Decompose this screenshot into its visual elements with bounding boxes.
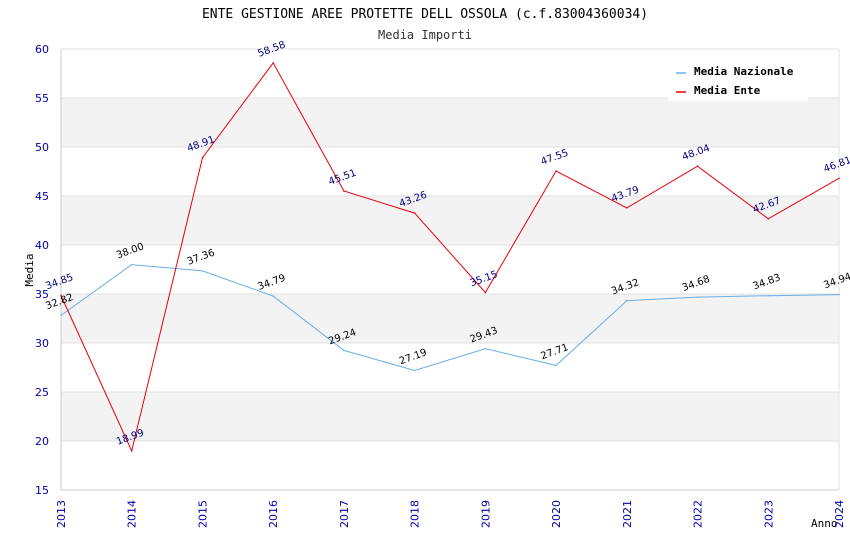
data-point-media-ente <box>696 165 699 168</box>
x-tick-label: 2015 <box>196 500 209 528</box>
plot-band <box>61 196 839 245</box>
data-point-media-ente <box>626 207 628 209</box>
data-point-media-ente <box>272 62 274 64</box>
y-tick-label: 30 <box>35 337 49 350</box>
x-tick-label: 2022 <box>692 500 705 528</box>
y-tick-label: 20 <box>35 435 49 448</box>
legend-label-media-nazionale: Media Nazionale <box>694 65 794 78</box>
data-point-media-ente <box>201 156 204 159</box>
legend-label-media-ente: Media Ente <box>694 84 761 97</box>
data-point-media-nazionale <box>696 296 699 298</box>
plot-bands <box>61 49 839 490</box>
data-point-media-ente <box>555 170 557 172</box>
data-point-media-nazionale <box>201 270 204 272</box>
series-line-media-ente <box>60 61 840 453</box>
grid-lines <box>61 48 839 491</box>
data-point-media-ente <box>484 291 487 294</box>
plot-band <box>61 343 839 392</box>
y-tick-label: 60 <box>35 43 49 56</box>
x-tick-label: 2021 <box>621 500 634 528</box>
data-point-media-nazionale <box>130 263 133 266</box>
chart-subtitle: Media Importi <box>378 28 472 42</box>
y-tick-label: 25 <box>35 386 49 399</box>
data-point-media-nazionale <box>838 293 840 296</box>
series-line-media-nazionale <box>60 264 840 372</box>
x-tick-label: 2024 <box>833 500 846 528</box>
y-tick-label: 40 <box>35 239 49 252</box>
x-tick-label: 2014 <box>126 500 139 528</box>
x-tick-label: 2016 <box>267 500 280 528</box>
data-point-media-nazionale <box>555 364 557 367</box>
x-tick-label: 2019 <box>479 500 492 528</box>
chart-title: ENTE GESTIONE AREE PROTETTE DELL OSSOLA … <box>202 7 648 22</box>
plot-band <box>61 392 839 441</box>
plot-band <box>61 98 839 147</box>
data-point-media-ente <box>413 212 416 214</box>
x-tick-label: 2017 <box>338 500 351 528</box>
data-point-media-ente <box>60 294 62 297</box>
data-point-media-ente <box>838 177 840 180</box>
data-point-media-nazionale <box>484 347 487 350</box>
y-tick-label: 55 <box>35 92 49 105</box>
legend-background <box>668 60 808 101</box>
data-point-media-ente <box>767 218 770 220</box>
y-tick-label: 15 <box>35 484 49 497</box>
data-point-media-nazionale <box>767 294 770 297</box>
y-ticks: 15 20 25 30 35 40 45 50 55 60 <box>35 43 49 497</box>
x-ticks: 2013 2014 2015 2016 2017 2018 2019 2020 2021 2022… <box>55 500 846 528</box>
plot-band <box>61 441 839 490</box>
y-tick-label: 45 <box>35 190 49 203</box>
y-tick-label: 35 <box>35 288 49 301</box>
x-tick-label: 2018 <box>409 500 422 528</box>
data-point-media-nazionale <box>272 295 274 297</box>
x-tick-label: 2023 <box>762 500 775 528</box>
y-axis-label: Media <box>23 253 36 286</box>
data-point-media-nazionale <box>343 349 345 352</box>
x-axis-label: Anno <box>811 517 838 530</box>
x-tick-label: 2013 <box>55 500 68 528</box>
x-tick-label: 2020 <box>550 500 563 528</box>
data-point-media-nazionale <box>60 314 62 317</box>
series-group <box>60 61 840 453</box>
legend: Media Nazionale Media Ente <box>668 60 808 101</box>
data-point-media-ente <box>130 450 133 452</box>
data-point-media-nazionale <box>626 299 628 302</box>
plot-band <box>61 294 839 343</box>
y-tick-label: 50 <box>35 141 49 154</box>
axes <box>60 49 840 491</box>
plot-band <box>61 147 839 196</box>
data-point-media-nazionale <box>413 369 416 372</box>
data-point-media-ente <box>343 190 345 192</box>
